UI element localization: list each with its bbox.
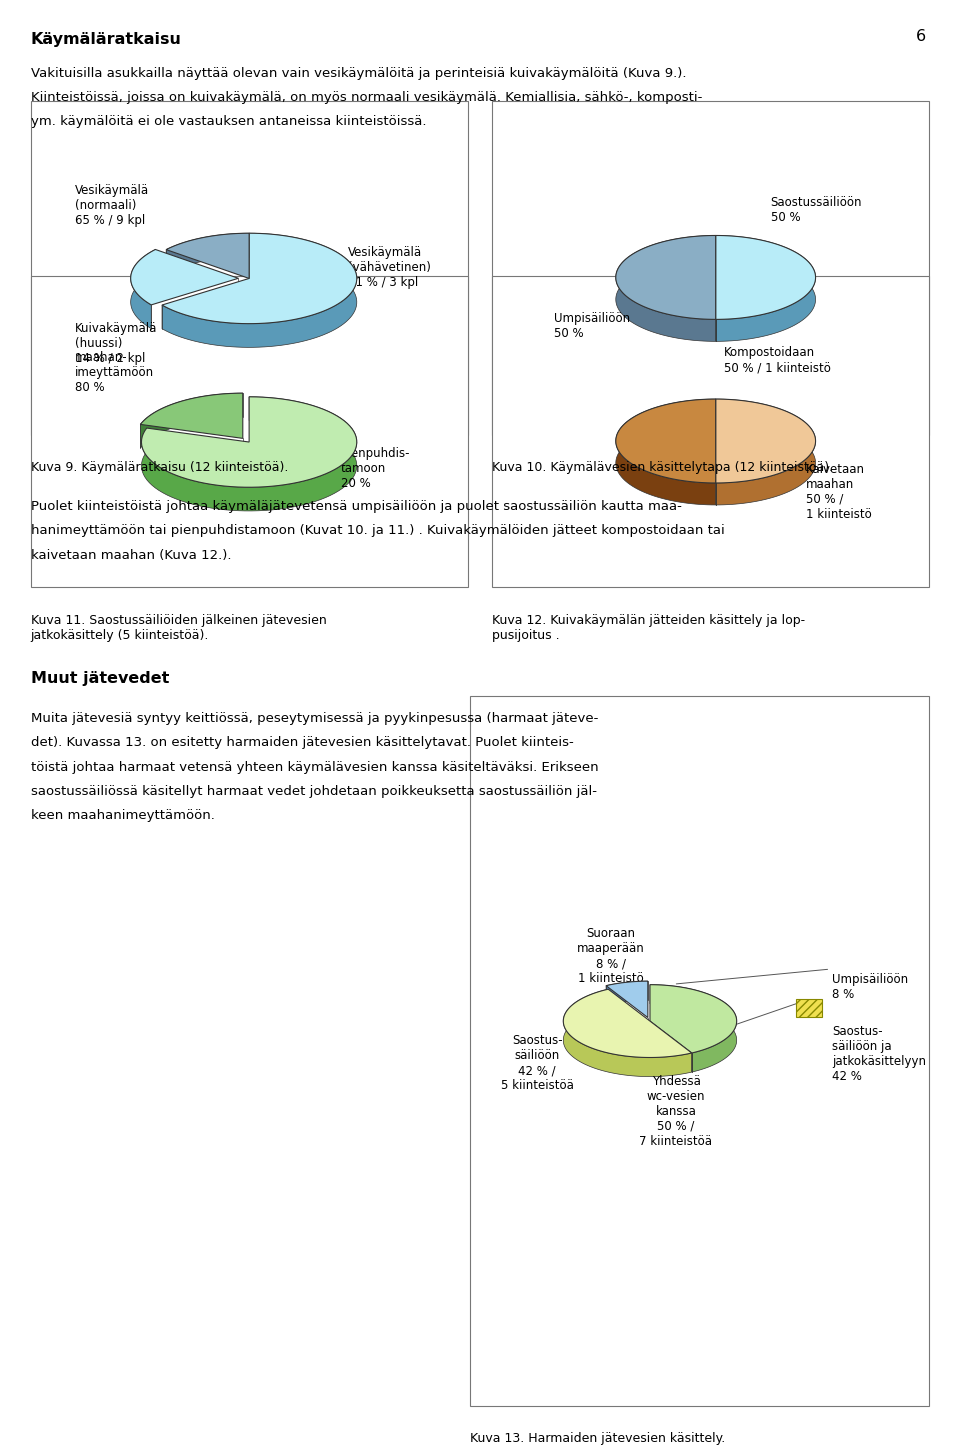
Text: pienpuhdis-
tamoon
20 %: pienpuhdis- tamoon 20 % [341,448,410,490]
Text: Kuva 9. Käymäläratkaisu (12 kiinteistöä).: Kuva 9. Käymäläratkaisu (12 kiinteistöä)… [31,461,288,474]
Polygon shape [140,393,243,448]
Text: Käymäläratkaisu: Käymäläratkaisu [31,32,181,46]
Polygon shape [564,990,692,1077]
Polygon shape [606,981,648,1004]
Polygon shape [606,981,648,1017]
Text: Muut jätevedet: Muut jätevedet [31,671,169,687]
Polygon shape [615,236,715,319]
Polygon shape [650,985,736,1053]
Text: maahan-
imeyttämöön
80 %: maahan- imeyttämöön 80 % [75,351,154,394]
Polygon shape [715,236,816,319]
Text: saostussäiliössä käsitellyt harmaat vedet johdetaan poikkeuksetta saostussäiliön: saostussäiliössä käsitellyt harmaat vede… [31,785,597,798]
Text: Kuva 13. Harmaiden jätevesien käsittely.: Kuva 13. Harmaiden jätevesien käsittely. [470,1432,726,1445]
Polygon shape [650,985,736,1072]
Polygon shape [615,398,715,504]
Text: Suoraan
maaperään
8 % /
1 kiinteistö: Suoraan maaperään 8 % / 1 kiinteistö [577,927,645,985]
Text: Vesikäymälä
(normaali)
65 % / 9 kpl: Vesikäymälä (normaali) 65 % / 9 kpl [75,184,149,226]
Polygon shape [141,397,357,487]
Polygon shape [166,233,250,278]
Text: töistä johtaa harmaat vetensä yhteen käymälävesien kanssa käsiteltäväksi. Erikse: töistä johtaa harmaat vetensä yhteen käy… [31,761,598,774]
Text: Kompostoidaan
50 % / 1 kiinteistö: Kompostoidaan 50 % / 1 kiinteistö [724,346,830,374]
Text: Vesikäymälä
(vähävetinen)
21 % / 3 kpl: Vesikäymälä (vähävetinen) 21 % / 3 kpl [348,246,431,290]
Polygon shape [564,990,692,1058]
Text: Saostus-
säiliöön
42 % /
5 kiinteistöä: Saostus- säiliöön 42 % / 5 kiinteistöä [501,1035,574,1093]
Text: Vakituisilla asukkailla näyttää olevan vain vesikäymälöitä ja perinteisiä kuivak: Vakituisilla asukkailla näyttää olevan v… [31,67,686,80]
Polygon shape [140,393,243,439]
Text: Umpisäiliöön
50 %: Umpisäiliöön 50 % [554,313,630,341]
Text: Umpisäiliöön
8 %: Umpisäiliöön 8 % [832,974,908,1001]
Text: Kuva 10. Käymälävesien käsittelytapa (12 kiinteistöä).: Kuva 10. Käymälävesien käsittelytapa (12… [492,461,833,474]
Text: Puolet kiinteistöistä johtaa käymäläjätevetensä umpisäiliöön ja puolet saostussä: Puolet kiinteistöistä johtaa käymäläjäte… [31,500,682,513]
Bar [796,1000,822,1017]
Text: 6: 6 [916,29,926,43]
Polygon shape [131,249,238,304]
Text: Yhdessä
wc-vesien
kanssa
50 % /
7 kiinteistöä: Yhdessä wc-vesien kanssa 50 % / 7 kiinte… [639,1075,712,1148]
Text: hanimeyttämöön tai pienpuhdistamoon (Kuvat 10. ja 11.) . Kuivakäymälöiden jättee: hanimeyttämöön tai pienpuhdistamoon (Kuv… [31,525,725,538]
Text: keen maahanimeyttämöön.: keen maahanimeyttämöön. [31,810,215,823]
Text: det). Kuvassa 13. on esitetty harmaiden jätevesien käsittelytavat. Puolet kiinte: det). Kuvassa 13. on esitetty harmaiden … [31,736,573,749]
Polygon shape [166,233,249,274]
Text: Saostus-
säiliöön ja
jatkokäsittelyyn
42 %: Saostus- säiliöön ja jatkokäsittelyyn 42… [832,1026,926,1084]
Text: Kuva 12. Kuivakäymälän jätteiden käsittely ja lop-
pusijoitus .: Kuva 12. Kuivakäymälän jätteiden käsitte… [492,613,805,642]
Polygon shape [162,233,357,323]
Text: Kuivakäymälä
(huussi)
14 % / 2 kpl: Kuivakäymälä (huussi) 14 % / 2 kpl [75,322,157,365]
Text: Kaivetaan
maahan
50 % /
1 kiinteistö: Kaivetaan maahan 50 % / 1 kiinteistö [805,464,872,522]
Polygon shape [615,398,715,483]
Polygon shape [162,233,357,348]
Text: Kiinteistöissä, joissa on kuivakäymälä, on myös normaali vesikäymälä. Kemiallisi: Kiinteistöissä, joissa on kuivakäymälä, … [31,91,702,104]
Polygon shape [715,236,816,342]
Polygon shape [131,249,156,329]
Polygon shape [715,398,816,483]
Text: Kuva 11. Saostussäiliöiden jälkeinen jätevesien
jatkokäsittely (5 kiinteistöä).: Kuva 11. Saostussäiliöiden jälkeinen jät… [31,613,326,642]
Polygon shape [715,398,816,504]
Text: Saostussäiliöön
50 %: Saostussäiliöön 50 % [771,196,862,223]
Polygon shape [141,397,357,511]
Text: ym. käymälöitä ei ole vastauksen antaneissa kiinteistöissä.: ym. käymälöitä ei ole vastauksen antanei… [31,116,426,129]
Text: kaivetaan maahan (Kuva 12.).: kaivetaan maahan (Kuva 12.). [31,549,231,562]
Text: Muita jätevesiä syntyy keittiössä, peseytymisessä ja pyykinpesussa (harmaat jäte: Muita jätevesiä syntyy keittiössä, pesey… [31,711,598,724]
Polygon shape [615,236,715,342]
